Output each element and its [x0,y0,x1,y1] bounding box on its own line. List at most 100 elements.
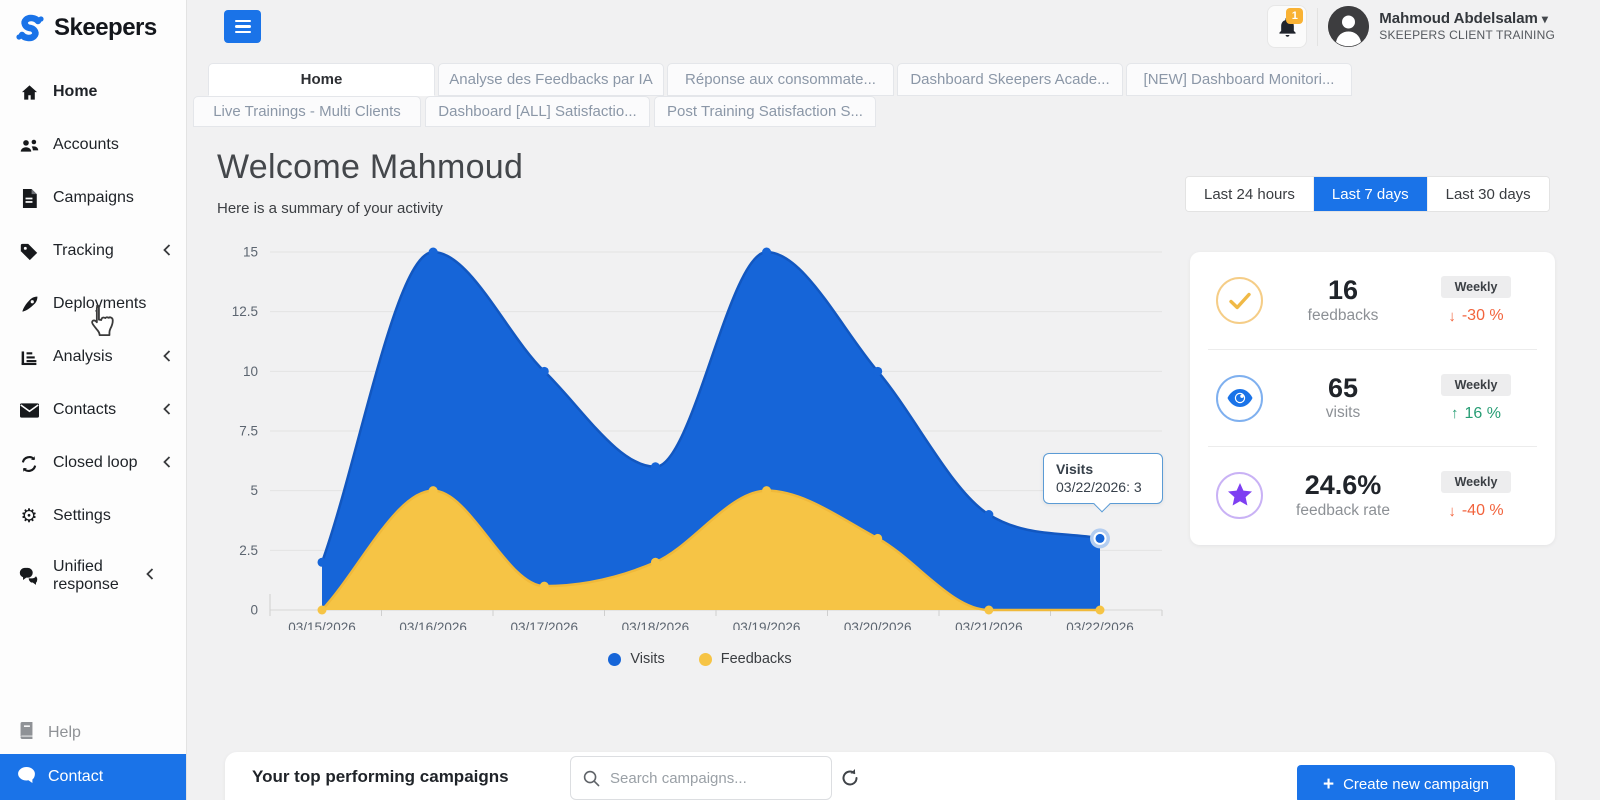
plus-icon: + [1322,773,1335,795]
sidebar-item-home[interactable]: Home [0,66,186,119]
divider [1208,349,1537,350]
tab-live-trainings[interactable]: Live Trainings - Multi Clients [193,96,421,127]
sidebar-item-help[interactable]: Help [0,712,186,754]
stat-change: -30 % [1461,307,1504,324]
divider [1208,446,1537,447]
area-chart-canvas[interactable]: 0 2.5 5 7.5 10 12.5 15 03/15/2026 03/16/2026 03/1… [230,228,1170,635]
arrow-down-icon: ↓ [1448,502,1456,520]
home-icon [18,83,40,102]
top-campaigns-card: Your top performing campaigns + Create n… [225,752,1555,800]
range-last-7-days-button[interactable]: Last 7 days [1312,177,1427,211]
sidebar-nav: Home Accounts Campaigns Tracking Deploym… [0,66,186,609]
sidebar-item-contacts[interactable]: Contacts [0,384,186,437]
rocket-icon [18,295,40,314]
svg-text:0: 0 [250,603,258,618]
book-icon [18,722,35,744]
sidebar-item-deployments[interactable]: Deployments [0,278,186,331]
sidebar-item-tracking[interactable]: Tracking [0,225,186,278]
stat-label: visits [1325,404,1361,422]
svg-text:03/20/2026: 03/20/2026 [844,620,912,630]
search-input[interactable] [610,769,819,787]
section-title: Your top performing campaigns [252,767,509,786]
svg-text:15: 15 [243,245,258,260]
stat-change: 16 % [1464,404,1501,422]
create-new-campaign-button[interactable]: + Create new campaign [1297,765,1515,800]
notification-badge: 1 [1286,8,1304,24]
tooltip-series: Visits [1056,461,1094,477]
account-name: SKEEPERS CLIENT TRAINING [1379,28,1555,43]
refresh-icon [842,769,858,786]
activity-chart[interactable]: 0 2.5 5 7.5 10 12.5 15 03/15/2026 03/16/2026 03/1… [230,228,1170,667]
tab-post-training-satisfaction[interactable]: Post Training Satisfaction S... [654,96,876,127]
sidebar: Skeepers Home Accounts Campaigns Trackin… [0,0,187,800]
svg-text:03/15/2026: 03/15/2026 [288,620,356,630]
user-bar: 1 Mahmoud Abdelsalam ▾ SKEEPERS CLIENT TR… [1267,5,1555,48]
page-title: Welcome Mahmoud [217,148,524,186]
chat-bubble-icon [18,766,35,788]
tab-new-dashboard-monitoring[interactable]: [NEW] Dashboard Monitori... [1126,63,1352,96]
tabs-row-2: Live Trainings - Multi Clients Dashboard… [193,96,876,127]
arrow-up-icon: ↑ [1451,405,1459,422]
arrow-down-icon: ↓ [1448,307,1456,325]
sidebar-item-analysis[interactable]: Analysis [0,331,186,384]
envelope-icon [18,403,40,418]
loop-icon [18,455,40,473]
range-last-24-hours-button[interactable]: Last 24 hours [1186,177,1313,211]
tab-dashboard-all-satisfaction[interactable]: Dashboard [ALL] Satisfactio... [425,96,650,127]
stat-feedback-rate: 24.6% feedback rate Weekly ↓ -40 % [1190,447,1555,544]
bar-chart-icon [18,349,40,367]
period-badge: Weekly [1440,276,1512,298]
legend-item-feedbacks[interactable]: Feedbacks [698,651,792,667]
tab-reponse-consommateurs[interactable]: Réponse aux consommate... [667,63,894,96]
sidebar-item-closed-loop[interactable]: Closed loop [0,437,186,490]
stat-value: 65 [1327,372,1359,403]
chats-icon [18,567,40,585]
svg-text:2.5: 2.5 [239,543,258,558]
tab-analyse-feedbacks-ia[interactable]: Analyse des Feedbacks par IA [438,63,664,96]
stat-visits: 65 visits Weekly ↑ 16 % [1190,350,1555,446]
sidebar-item-campaigns[interactable]: Campaigns [0,172,186,225]
sidebar-item-accounts[interactable]: Accounts [0,119,186,172]
tooltip-value: 03/22/2026: 3 [1056,479,1142,495]
time-range-group: Last 24 hours Last 7 days Last 30 days [1185,176,1550,212]
svg-text:12.5: 12.5 [232,304,258,319]
avatar[interactable] [1328,6,1370,47]
svg-text:03/22/2026: 03/22/2026 [1066,620,1134,630]
period-badge: Weekly [1440,471,1512,493]
chart-legend: Visits Feedbacks [230,651,1170,667]
skeepers-logo: Skeepers [0,0,186,54]
svg-text:03/21/2026: 03/21/2026 [955,620,1023,630]
chevron-left-icon [162,349,172,367]
range-last-30-days-button[interactable]: Last 30 days [1426,177,1549,211]
check-icon [1216,277,1263,324]
tab-home[interactable]: Home [208,63,435,96]
chevron-left-icon [145,567,155,585]
tab-dashboard-skeepers-academy[interactable]: Dashboard Skeepers Acade... [897,63,1123,96]
legend-item-visits[interactable]: Visits [608,651,665,667]
skeepers-logo-icon [16,14,44,42]
users-icon [18,136,40,155]
notifications-button[interactable]: 1 [1267,5,1308,48]
star-icon [1216,472,1263,519]
search-icon [583,770,600,786]
legend-label: Visits [630,651,665,667]
svg-text:5: 5 [250,483,258,498]
eye-icon [1216,374,1263,422]
user-menu[interactable]: Mahmoud Abdelsalam ▾ SKEEPERS CLIENT TRAI… [1379,9,1555,43]
brand-name: Skeepers [54,14,157,41]
stat-value: 16 [1327,275,1359,306]
refresh-button[interactable] [837,765,863,791]
svg-text:03/19/2026: 03/19/2026 [733,620,801,630]
period-badge: Weekly [1440,373,1512,396]
stat-feedbacks: 16 feedbacks Weekly ↓ -30 % [1190,252,1555,349]
sidebar-item-contact[interactable]: Contact [0,754,186,800]
menu-toggle-button[interactable] [224,10,261,43]
document-icon [18,189,40,208]
sidebar-item-settings[interactable]: ⚙ Settings [0,490,186,543]
stat-change: -40 % [1461,502,1504,519]
stat-value: 24.6% [1304,470,1382,501]
hand-cursor-icon [84,303,118,344]
sidebar-item-unified-response[interactable]: Unified response [0,543,186,609]
svg-text:7.5: 7.5 [239,424,258,439]
tag-icon [18,243,40,261]
